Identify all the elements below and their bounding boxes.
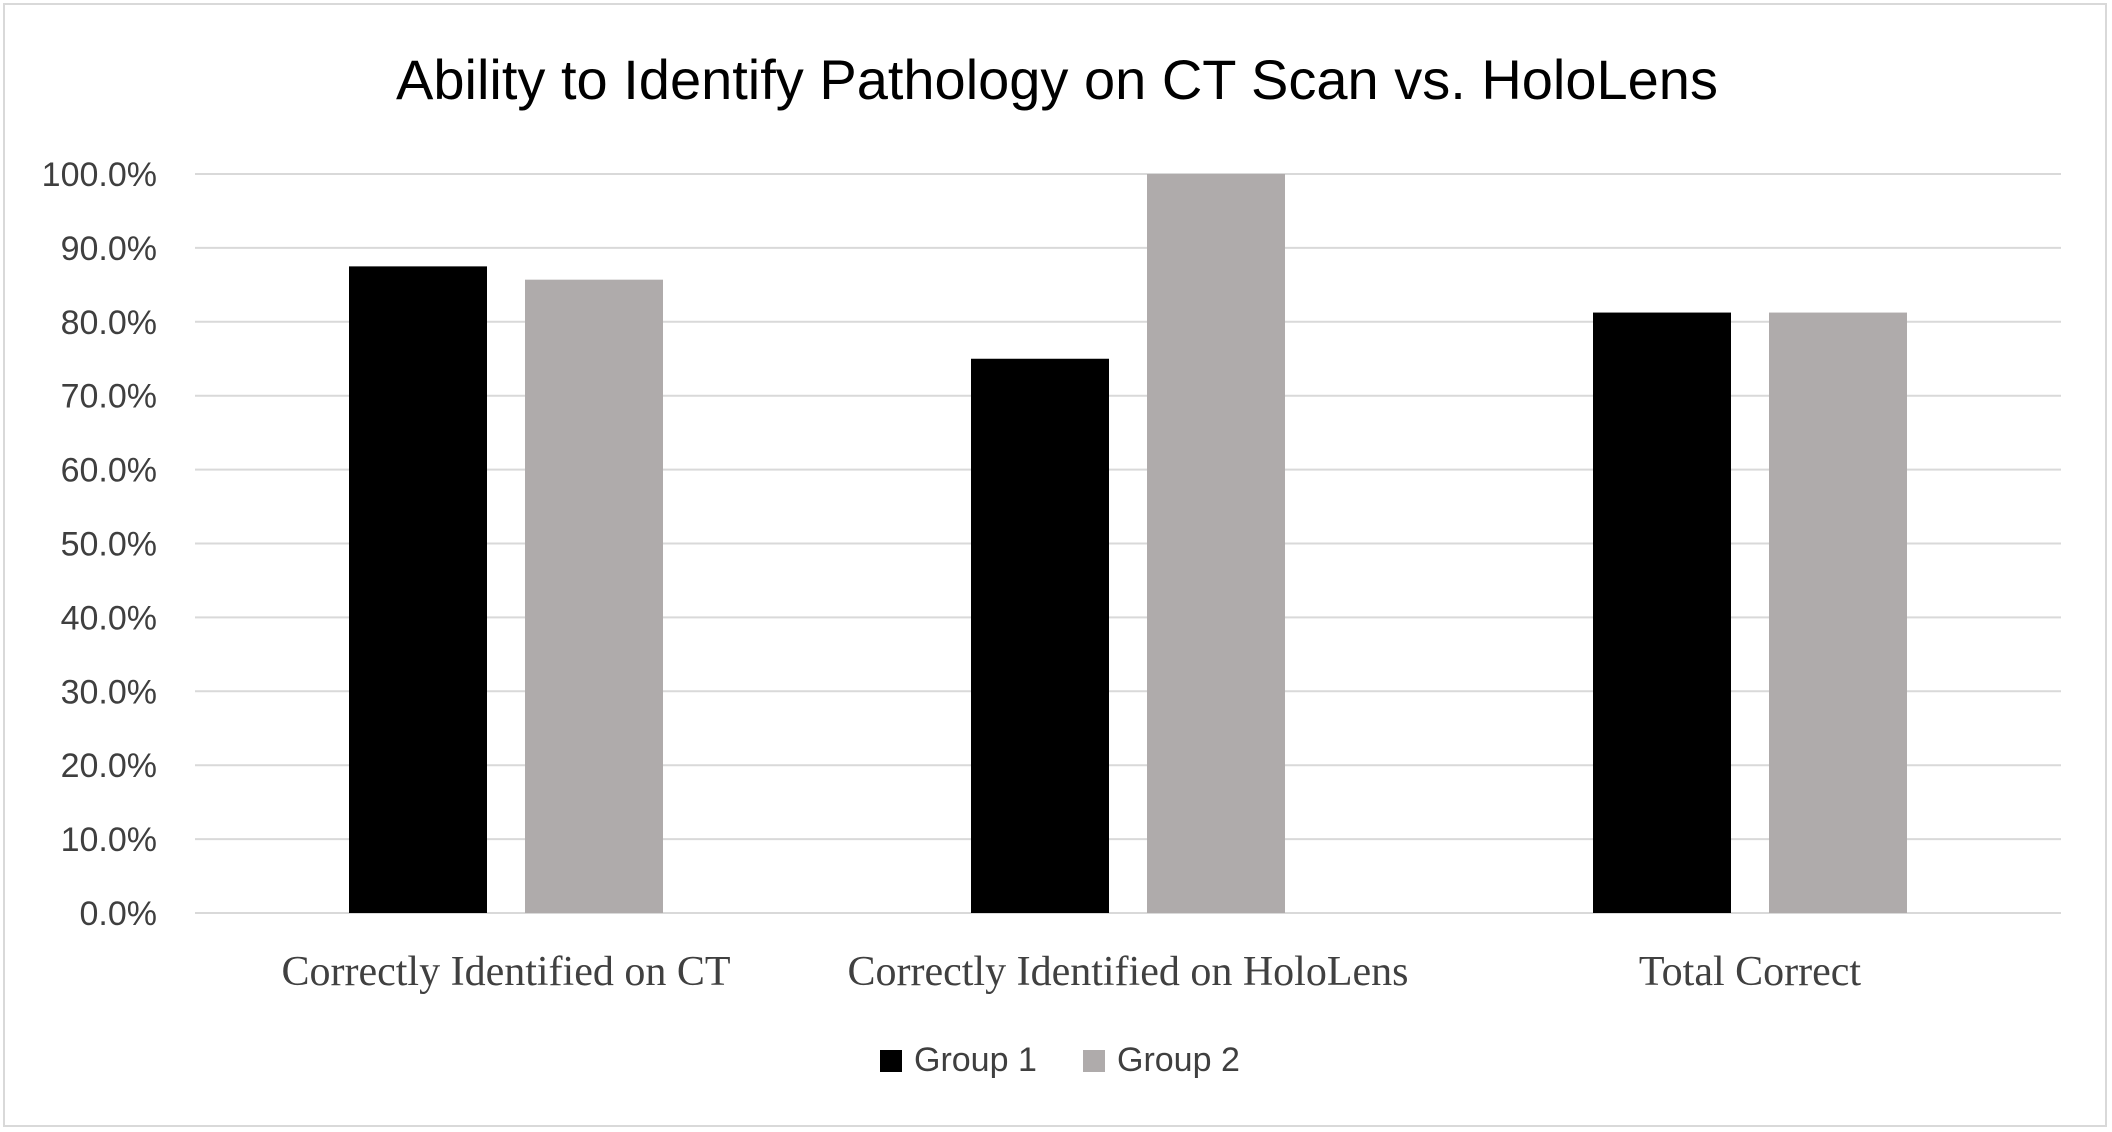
y-tick-label: 20.0% — [61, 747, 157, 785]
y-tick-label: 50.0% — [61, 526, 157, 564]
chart-area: Ability to Identify Pathology on CT Scan… — [3, 3, 2107, 1127]
bar-chart: Ability to Identify Pathology on CT Scan… — [42, 48, 2061, 1079]
legend-swatch-1 — [880, 1050, 902, 1072]
legend-swatch-2 — [1083, 1050, 1105, 1072]
y-tick-label: 10.0% — [61, 821, 157, 859]
y-tick-label: 40.0% — [61, 599, 157, 637]
legend-label-1: Group 1 — [914, 1041, 1037, 1079]
bar-1-1 — [349, 266, 487, 913]
y-tick-label: 80.0% — [61, 304, 157, 342]
y-tick-label: 60.0% — [61, 452, 157, 490]
x-category-label: Correctly Identified on HoloLens — [847, 949, 1408, 995]
bar-1-3 — [1593, 312, 1731, 913]
x-category-label: Total Correct — [1639, 949, 1861, 995]
y-tick-label: 30.0% — [61, 673, 157, 711]
bar-2-1 — [525, 279, 663, 913]
gridlines — [195, 173, 2061, 914]
bar-2-3 — [1769, 312, 1907, 913]
bars — [349, 174, 1907, 913]
y-tick-label: 70.0% — [61, 378, 157, 416]
y-tick-label: 90.0% — [61, 230, 157, 268]
x-axis-categories: Correctly Identified on CT Correctly Iden… — [281, 949, 1861, 995]
legend: Group 1 Group 2 — [880, 1041, 1240, 1079]
legend-label-2: Group 2 — [1117, 1041, 1240, 1079]
x-category-label: Correctly Identified on CT — [281, 949, 730, 995]
chart-title: Ability to Identify Pathology on CT Scan… — [396, 48, 1718, 111]
y-axis-ticks: 0.0% 10.0% 20.0% 30.0% 40.0% 50.0% 60.0% 70.0% 8… — [42, 156, 157, 933]
bar-2-2 — [1147, 174, 1285, 913]
y-tick-label: 0.0% — [80, 895, 158, 933]
bar-1-2 — [971, 358, 1109, 913]
y-tick-label: 100.0% — [42, 156, 157, 194]
